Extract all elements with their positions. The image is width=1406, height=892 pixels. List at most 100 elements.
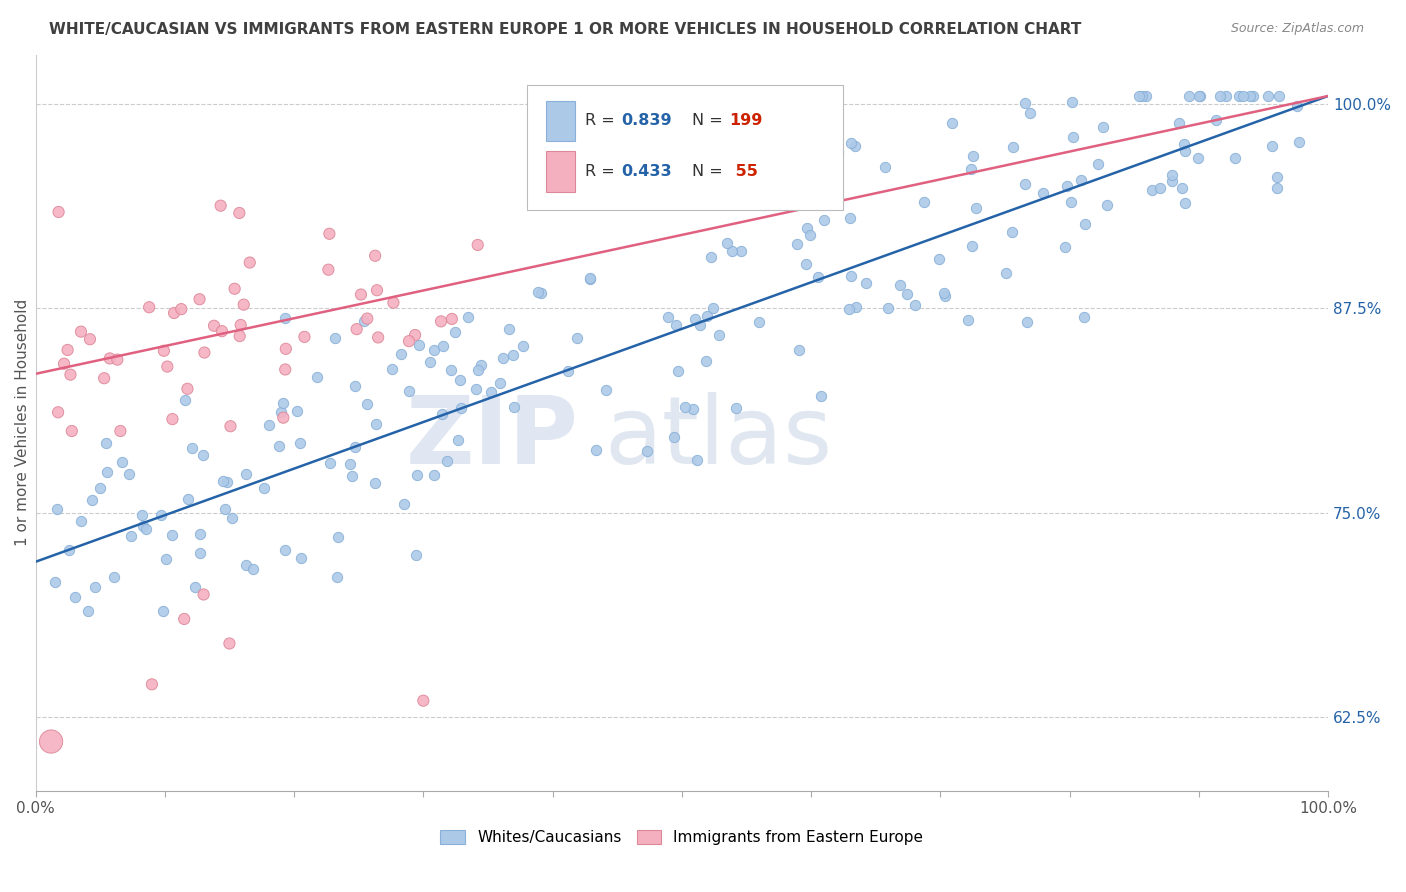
Text: N =: N = — [692, 113, 728, 128]
Point — [1002, 140, 1025, 154]
Point — [110, 424, 132, 438]
Point — [467, 238, 489, 252]
Point — [214, 502, 236, 516]
Point — [702, 301, 724, 315]
Point — [405, 549, 427, 563]
Point — [839, 269, 862, 284]
Text: R =: R = — [585, 164, 620, 179]
Text: WHITE/CAUCASIAN VS IMMIGRANTS FROM EASTERN EUROPE 1 OR MORE VEHICLES IN HOUSEHOL: WHITE/CAUCASIAN VS IMMIGRANTS FROM EASTE… — [49, 22, 1081, 37]
Point — [340, 469, 363, 483]
Point — [188, 292, 211, 306]
Point — [1174, 195, 1197, 210]
Point — [1142, 183, 1164, 197]
Point — [138, 300, 160, 314]
Point — [46, 502, 69, 516]
Point — [176, 382, 198, 396]
Point — [1268, 89, 1291, 103]
Point — [69, 514, 91, 528]
Point — [93, 371, 115, 385]
Point — [449, 373, 471, 387]
Point — [381, 361, 404, 376]
Point — [855, 276, 877, 290]
Point — [60, 424, 83, 438]
Point — [319, 456, 342, 470]
Point — [489, 376, 512, 390]
Point — [94, 435, 117, 450]
Point — [957, 313, 980, 327]
Point — [896, 286, 918, 301]
Point — [1209, 89, 1232, 103]
Point — [440, 362, 463, 376]
Point — [786, 236, 808, 251]
Point — [98, 351, 121, 366]
Point — [447, 433, 470, 447]
Point — [193, 587, 215, 601]
Point — [155, 552, 177, 566]
Point — [1205, 112, 1227, 127]
Point — [215, 475, 238, 489]
Point — [162, 412, 184, 426]
Point — [813, 213, 835, 227]
Point — [709, 328, 731, 343]
Point — [350, 287, 373, 301]
Point — [39, 734, 62, 748]
Point — [873, 160, 896, 174]
Point — [1073, 217, 1095, 231]
Point — [174, 392, 197, 407]
Point — [290, 550, 312, 565]
Point — [135, 522, 157, 536]
FancyBboxPatch shape — [546, 101, 575, 141]
Point — [181, 442, 204, 456]
Point — [326, 570, 349, 584]
Point — [364, 249, 387, 263]
Point — [290, 436, 312, 450]
Point — [1215, 89, 1237, 103]
Point — [440, 312, 463, 326]
Point — [228, 329, 250, 343]
Point — [339, 457, 361, 471]
Text: 0.839: 0.839 — [621, 113, 672, 128]
Point — [177, 491, 200, 506]
Point — [149, 508, 172, 523]
Point — [1060, 194, 1083, 209]
Point — [406, 467, 429, 482]
Point — [111, 455, 134, 469]
Point — [657, 310, 679, 324]
Point — [716, 235, 738, 250]
Point — [807, 270, 830, 285]
Point — [876, 301, 898, 315]
Point — [741, 194, 763, 208]
Point — [271, 396, 294, 410]
Point — [1014, 96, 1036, 111]
Point — [412, 694, 434, 708]
Point — [239, 255, 262, 269]
Point — [259, 417, 281, 432]
FancyBboxPatch shape — [546, 152, 575, 192]
Point — [1189, 89, 1212, 103]
Y-axis label: 1 or more Vehicles in Household: 1 or more Vehicles in Household — [15, 299, 30, 547]
Point — [318, 227, 340, 241]
Point — [343, 440, 366, 454]
Point — [356, 311, 378, 326]
Point — [1019, 106, 1042, 120]
Point — [636, 443, 658, 458]
Point — [160, 528, 183, 542]
Point — [1265, 181, 1288, 195]
Point — [366, 417, 388, 431]
Point — [211, 324, 233, 338]
Point — [928, 252, 950, 267]
Point — [235, 467, 257, 482]
Point — [1288, 135, 1310, 149]
Point — [614, 163, 637, 178]
Point — [810, 389, 832, 403]
Point — [965, 201, 987, 215]
Point — [219, 419, 242, 434]
Point — [1227, 89, 1250, 103]
Point — [845, 300, 868, 314]
Point — [366, 283, 388, 297]
Point — [1015, 314, 1038, 328]
Point — [1056, 179, 1078, 194]
Point — [1188, 89, 1211, 103]
Point — [748, 315, 770, 329]
Point — [1239, 89, 1261, 103]
